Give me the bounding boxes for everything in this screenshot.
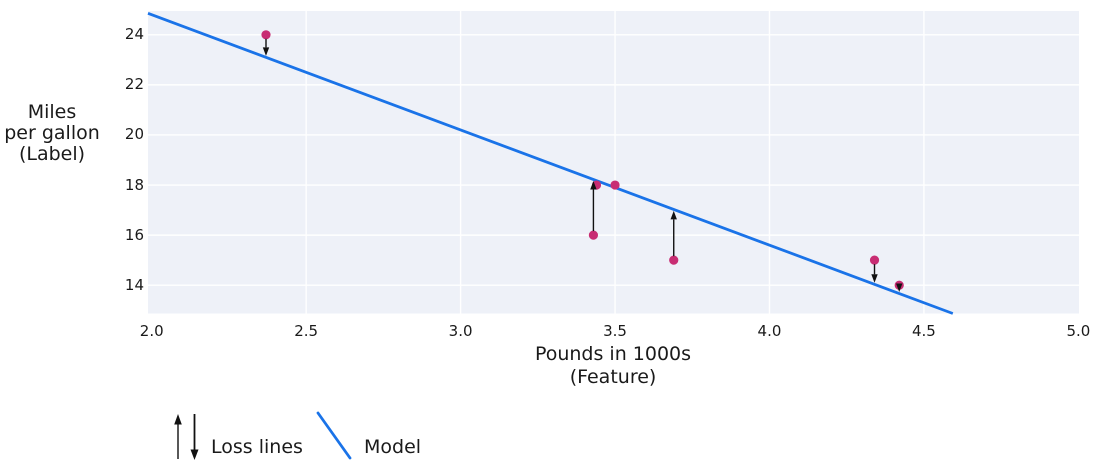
x-tick-label: 3.5 bbox=[603, 322, 627, 340]
loss-line-arrowhead bbox=[670, 210, 677, 220]
data-point bbox=[610, 180, 620, 190]
y-axis-label: Miles per gallon (Label) bbox=[4, 101, 100, 165]
x-tick-label: 2.5 bbox=[294, 322, 319, 340]
x-tick-label: 3.0 bbox=[448, 322, 473, 340]
loss-line-arrowhead bbox=[896, 283, 903, 293]
model-line bbox=[147, 12, 954, 315]
x-axis-label: Pounds in 1000s (Feature) bbox=[534, 343, 692, 388]
x-tick-label: 5.0 bbox=[1066, 322, 1091, 340]
data-point bbox=[869, 255, 880, 265]
x-tick-label: 2.0 bbox=[139, 322, 164, 340]
y-tick-label: 22 bbox=[124, 75, 144, 94]
y-tick-label: 14 bbox=[124, 275, 144, 294]
loss-line-arrowhead bbox=[262, 47, 270, 56]
plot-background bbox=[148, 11, 1079, 314]
loss-line-arrowhead bbox=[590, 180, 597, 190]
y-tick-label: 20 bbox=[124, 125, 144, 144]
data-point bbox=[588, 230, 599, 240]
y-tick-label: 24 bbox=[124, 25, 144, 44]
data-point bbox=[669, 255, 679, 265]
data-point bbox=[261, 30, 271, 40]
loss-line-arrowhead bbox=[871, 274, 878, 283]
x-tick-label: 4.5 bbox=[911, 322, 936, 340]
y-tick-label: 18 bbox=[124, 175, 144, 194]
y-tick-label: 16 bbox=[124, 225, 144, 244]
x-tick-label: 4.0 bbox=[757, 322, 782, 340]
